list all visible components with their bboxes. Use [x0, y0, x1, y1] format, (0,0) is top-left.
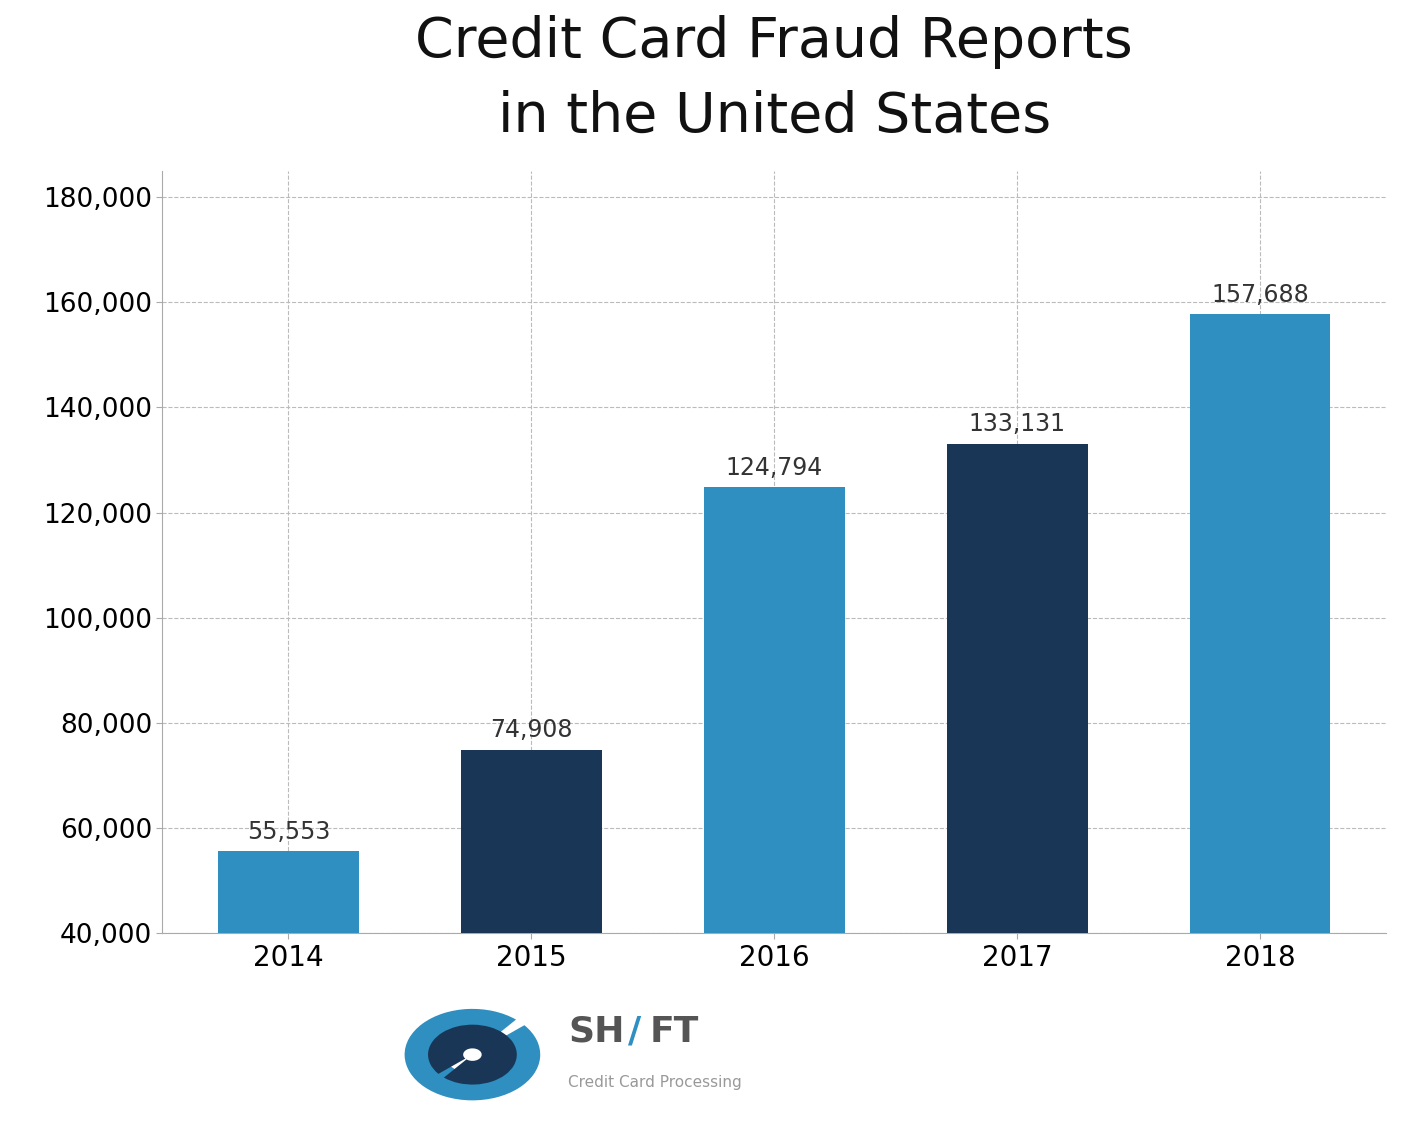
- Text: 55,553: 55,553: [247, 820, 331, 844]
- Title: Credit Card Fraud Reports
in the United States: Credit Card Fraud Reports in the United …: [415, 15, 1133, 144]
- Text: 74,908: 74,908: [490, 718, 573, 742]
- Text: Credit Card Processing: Credit Card Processing: [567, 1075, 741, 1091]
- Text: /: /: [628, 1015, 642, 1049]
- Wedge shape: [405, 1009, 541, 1100]
- Wedge shape: [429, 1025, 517, 1084]
- Text: FT: FT: [650, 1015, 699, 1049]
- Bar: [461, 750, 602, 1134]
- Text: 133,131: 133,131: [968, 412, 1066, 435]
- Bar: [703, 488, 845, 1134]
- Bar: [947, 443, 1087, 1134]
- Text: 157,688: 157,688: [1210, 282, 1309, 306]
- Text: 124,794: 124,794: [726, 456, 822, 480]
- Text: SH: SH: [567, 1015, 625, 1049]
- Bar: [219, 852, 359, 1134]
- Bar: [1189, 314, 1331, 1134]
